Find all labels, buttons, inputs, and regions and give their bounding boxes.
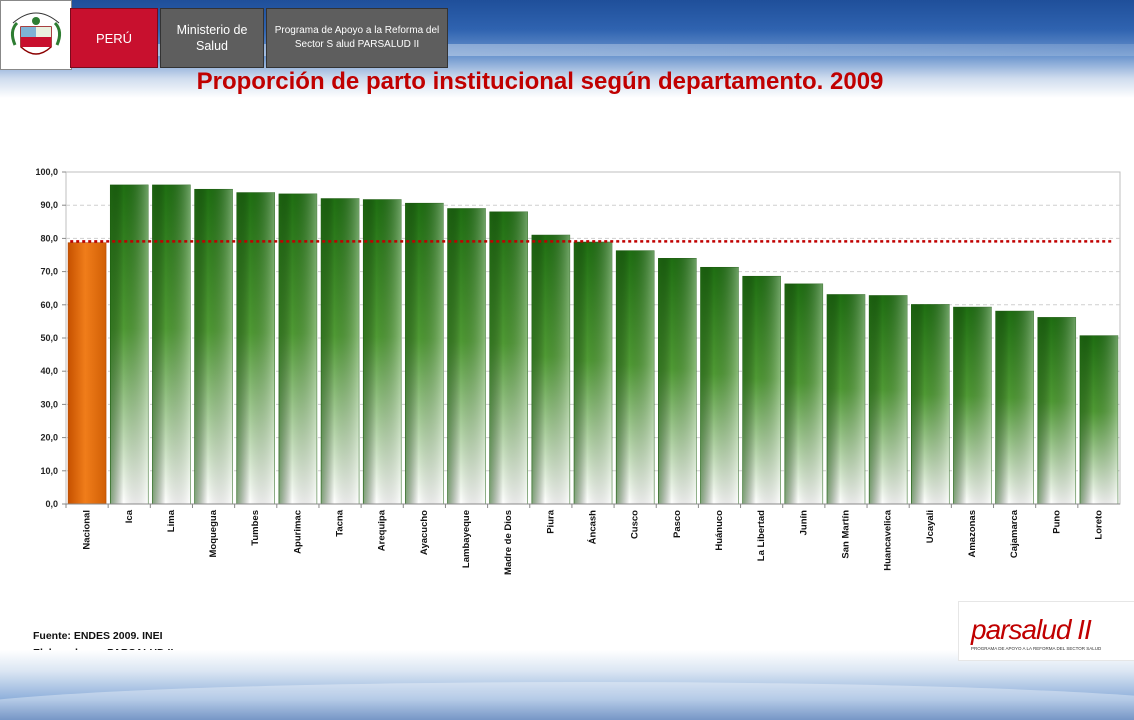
x-category-label: Puno (1051, 510, 1062, 534)
y-tick-label: 40,0 (40, 366, 58, 376)
x-category-label: Apurimac (292, 510, 303, 554)
bar-shading (321, 198, 360, 504)
bar-shading (278, 193, 317, 505)
bar-shading (574, 242, 612, 504)
bar-shading (784, 283, 823, 504)
x-category-label: Lambayeque (461, 510, 472, 568)
axis-layer: 0,0 10,0 20,0 30,0 40,0 50,0 60,0 70,0 80,0 90,0 1… (35, 167, 1120, 575)
x-category-label: Cusco (630, 510, 641, 539)
bar-shading (405, 203, 444, 504)
y-tick-label: 60,0 (40, 300, 58, 310)
parsalud-logo: parsalud II PROGRAMA DE APOYO A LA REFOR… (958, 601, 1134, 661)
x-category-label: Piura (545, 509, 556, 533)
bar-shading (995, 311, 1034, 504)
x-category-label: Huancavelica (883, 509, 894, 570)
bar-shading (152, 184, 191, 504)
bar-national (67, 242, 107, 505)
y-tick-label: 70,0 (40, 267, 58, 277)
peru-label: PERÚ (95, 30, 133, 46)
x-category-label: Ica (124, 509, 135, 523)
parsalud-logo-subtitle: PROGRAMA DE APOYO A LA REFORMA DEL SECTO… (971, 646, 1102, 651)
x-category-label: Tacna (335, 509, 346, 536)
x-category-label: Tumbes (250, 510, 261, 546)
bar-shading (616, 250, 655, 504)
x-category-label: Junín (798, 510, 809, 536)
bar-shading (826, 294, 865, 504)
y-tick-label: 0,0 (45, 499, 58, 509)
bar-shading (194, 189, 233, 504)
x-category-label: Amazonas (967, 510, 978, 558)
ministry-label: Ministerio de Salud (176, 23, 248, 53)
x-category-label: San Martín (840, 510, 851, 559)
y-tick-label: 100,0 (35, 167, 58, 177)
bar-chart: 0,0 10,0 20,0 30,0 40,0 50,0 60,0 70,0 80,0 90,0 1… (35, 167, 1121, 575)
bar-shading (658, 258, 697, 504)
crest-icon (10, 12, 62, 55)
bar-shading (236, 192, 275, 505)
chart-title: Proporción de parto institucional según … (196, 68, 884, 95)
peru-crest-logo (0, 0, 72, 70)
source-line-1: Fuente: ENDES 2009. INEI (33, 630, 163, 642)
x-category-label: Ucayali (925, 510, 936, 543)
x-category-label: Madre de Dios (503, 510, 514, 575)
y-tick-label: 90,0 (40, 200, 58, 210)
bars-layer (67, 184, 1119, 505)
x-category-label: Nacional (82, 510, 93, 550)
y-tick-label: 20,0 (40, 433, 58, 443)
program-label: Programa de Apoyo a la Reforma del Secto… (274, 25, 440, 50)
bar-shading (700, 267, 739, 504)
x-category-label: Huánuco (714, 510, 725, 551)
footer-wave (0, 682, 1134, 720)
program-header-box: Programa de Apoyo a la Reforma del Secto… (266, 8, 448, 68)
y-tick-label: 80,0 (40, 233, 58, 243)
bar-shading (363, 199, 402, 504)
footer-band (0, 650, 1134, 720)
bar-shading (489, 211, 528, 504)
x-category-label: Cajamarca (1009, 509, 1020, 558)
y-tick-label: 50,0 (40, 333, 58, 343)
bar-shading (869, 295, 908, 504)
bar-shading (1079, 335, 1118, 504)
x-category-label: Lima (166, 509, 177, 532)
bar-shading (742, 276, 781, 504)
x-category-label: Áncash (588, 510, 599, 545)
bar-shading (110, 184, 149, 504)
x-category-label: Ayacucho (419, 510, 430, 555)
x-category-label: La Libertad (756, 510, 767, 561)
bar-shading (531, 235, 570, 504)
ministry-header-box: Ministerio de Salud (160, 8, 264, 68)
y-tick-label: 10,0 (40, 466, 58, 476)
peru-header-box: PERÚ (70, 8, 158, 68)
y-tick-label: 30,0 (40, 399, 58, 409)
x-category-label: Moquegua (208, 509, 219, 557)
x-category-label: Arequipa (377, 509, 388, 551)
bar-shading (911, 304, 950, 504)
x-category-label: Pasco (672, 510, 683, 538)
x-category-label: Loreto (1093, 510, 1104, 540)
bar-shading (447, 208, 486, 504)
bar-shading (1037, 317, 1076, 504)
bar-shading (953, 307, 992, 504)
parsalud-logo-text: parsalud II (971, 614, 1092, 645)
